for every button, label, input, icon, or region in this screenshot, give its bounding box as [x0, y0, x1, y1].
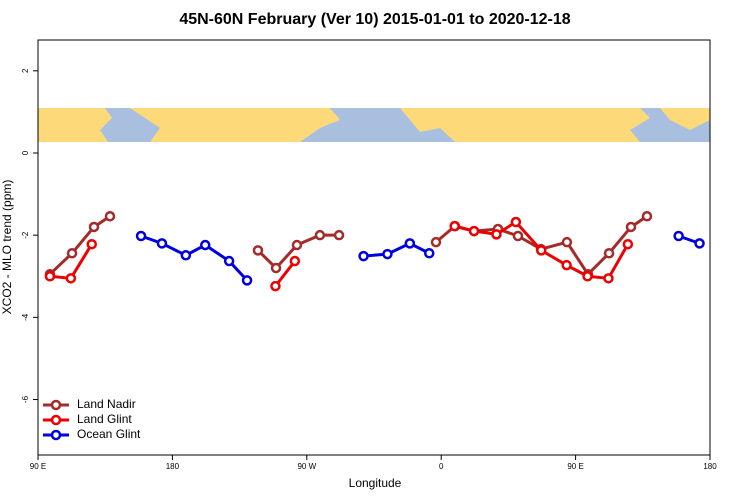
point	[88, 221, 100, 233]
point	[104, 211, 116, 222]
point	[582, 271, 593, 282]
point	[156, 238, 168, 249]
series-line	[48, 215, 648, 277]
chart-title: 45N-60N February (Ver 10) 2015-01-01 to …	[179, 11, 570, 28]
legend-label: Land Glint	[77, 412, 132, 426]
point	[694, 238, 705, 249]
point	[65, 273, 77, 284]
point	[333, 229, 345, 241]
x-tick-label: 180	[166, 462, 180, 471]
point	[135, 230, 147, 242]
x-axis-label: Longitude	[349, 476, 402, 490]
legend-marker	[50, 399, 62, 411]
point	[270, 280, 281, 292]
legend-label: Land Nadir	[77, 397, 136, 411]
point	[625, 221, 637, 233]
point	[673, 230, 684, 242]
point	[491, 229, 502, 240]
point	[424, 248, 435, 259]
y-tick-label: -4	[21, 313, 30, 321]
point	[510, 216, 522, 228]
y-axis-label: XCO2 - MLO trend (ppm)	[0, 180, 14, 315]
point	[289, 255, 301, 267]
point	[44, 271, 56, 282]
y-tick-label: -6	[21, 395, 30, 403]
point	[86, 238, 98, 250]
map-band	[38, 108, 710, 142]
x-tick-label: 90 E	[567, 462, 583, 471]
y-tick-label: 0	[21, 150, 30, 155]
point	[358, 250, 369, 262]
plot-frame	[37, 39, 711, 456]
point	[223, 255, 235, 267]
point	[641, 211, 653, 222]
point	[241, 275, 253, 286]
point	[561, 236, 573, 248]
x-tick-label: 90 W	[297, 462, 316, 471]
point	[512, 230, 524, 242]
point	[430, 236, 442, 248]
point	[180, 250, 192, 261]
point	[382, 248, 393, 260]
point	[468, 225, 480, 237]
legend-marker	[50, 414, 62, 426]
point	[314, 229, 326, 241]
point	[66, 248, 78, 259]
legend-label: Ocean Glint	[77, 427, 141, 441]
point	[404, 238, 416, 249]
point	[200, 239, 211, 251]
y-tick-label: -2	[21, 231, 30, 239]
x-tick-label: 0	[439, 462, 444, 471]
legend-marker	[50, 429, 62, 441]
point	[561, 259, 572, 271]
point	[536, 245, 547, 256]
x-tick-label: 180	[703, 462, 717, 471]
point	[603, 248, 615, 259]
point	[449, 220, 460, 232]
point	[252, 245, 264, 256]
point	[622, 238, 634, 250]
point	[603, 273, 614, 284]
y-tick-label: 2	[21, 68, 30, 73]
x-tick-label: 90 E	[30, 462, 46, 471]
point	[291, 239, 303, 251]
point	[270, 262, 282, 274]
